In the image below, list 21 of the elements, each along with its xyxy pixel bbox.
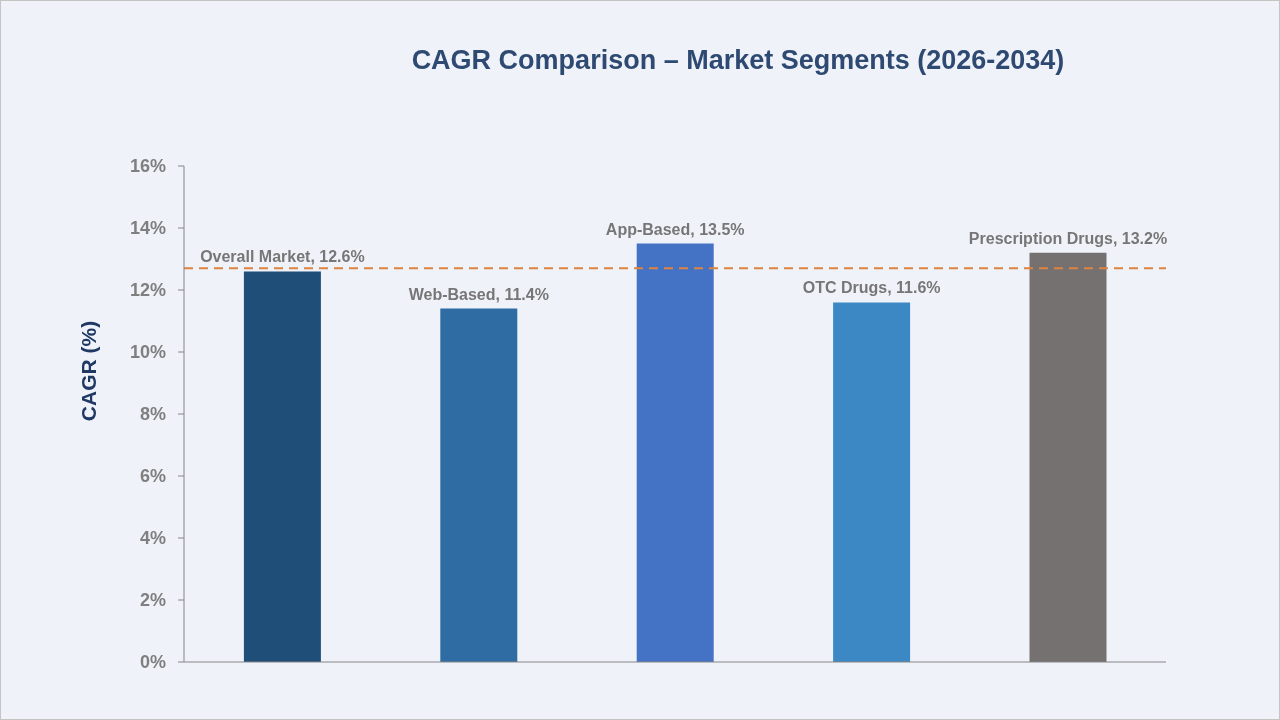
bar (1029, 252, 1107, 662)
bar (243, 271, 321, 662)
bar (636, 243, 714, 662)
y-tick-label: 16% (129, 156, 166, 177)
bar (833, 302, 911, 662)
y-tick-label: 8% (139, 404, 166, 425)
y-tick-label: 6% (139, 466, 166, 487)
data-label: OTC Drugs, 11.6% (802, 279, 941, 297)
data-label: Overall Market, 12.6% (200, 248, 365, 266)
y-tick-label: 2% (139, 590, 166, 611)
y-tick-label: 12% (129, 280, 166, 301)
data-label: Prescription Drugs, 13.2% (968, 229, 1168, 247)
chart-title: CAGR Comparison – Market Segments (2026-2034) (410, 45, 1066, 76)
y-tick-label: 0% (139, 652, 166, 673)
data-label: App-Based, 13.5% (605, 220, 745, 238)
bar (440, 308, 518, 662)
y-tick-label: 14% (129, 218, 166, 239)
data-label: Web-Based, 11.4% (408, 285, 549, 303)
y-tick-label: 10% (129, 342, 166, 363)
y-tick-label: 4% (139, 528, 166, 549)
y-axis-title: CAGR (%) (77, 320, 101, 422)
